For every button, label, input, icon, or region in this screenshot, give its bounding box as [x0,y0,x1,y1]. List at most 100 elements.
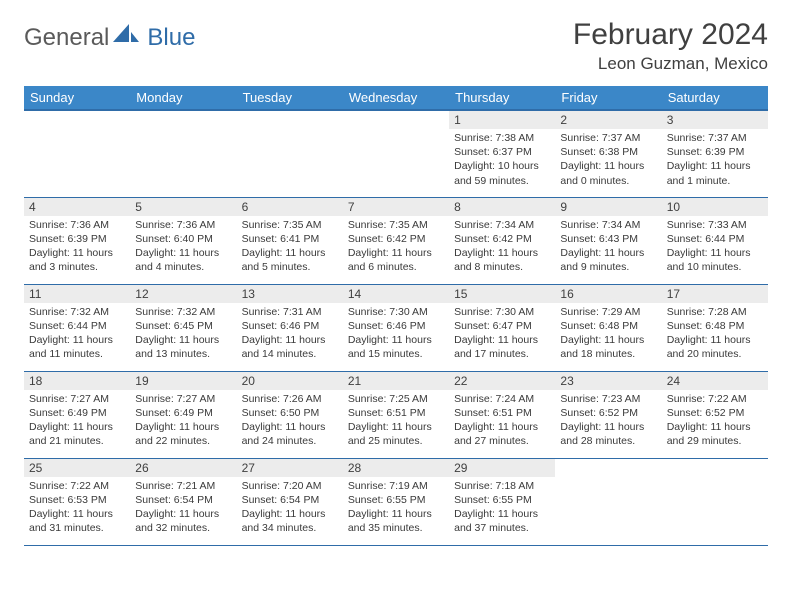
sunset-text: Sunset: 6:42 PM [454,232,550,246]
day-details: Sunrise: 7:36 AMSunset: 6:40 PMDaylight:… [130,216,236,279]
calendar-cell: 29Sunrise: 7:18 AMSunset: 6:55 PMDayligh… [449,458,555,545]
calendar-row: 11Sunrise: 7:32 AMSunset: 6:44 PMDayligh… [24,284,768,371]
daylight-text: Daylight: 11 hours and 25 minutes. [348,420,444,448]
day-details: Sunrise: 7:26 AMSunset: 6:50 PMDaylight:… [237,390,343,453]
day-number: 13 [237,285,343,303]
daylight-text: Daylight: 11 hours and 17 minutes. [454,333,550,361]
day-number: 3 [662,111,768,129]
daylight-text: Daylight: 11 hours and 10 minutes. [667,246,763,274]
sunset-text: Sunset: 6:37 PM [454,145,550,159]
day-number: 8 [449,198,555,216]
weekday-header-row: SundayMondayTuesdayWednesdayThursdayFrid… [24,86,768,110]
calendar-cell: 18Sunrise: 7:27 AMSunset: 6:49 PMDayligh… [24,371,130,458]
day-details: Sunrise: 7:27 AMSunset: 6:49 PMDaylight:… [130,390,236,453]
day-details: Sunrise: 7:37 AMSunset: 6:39 PMDaylight:… [662,129,768,192]
calendar-cell: 3Sunrise: 7:37 AMSunset: 6:39 PMDaylight… [662,110,768,197]
sunrise-text: Sunrise: 7:27 AM [29,392,125,406]
calendar-cell: . [130,110,236,197]
calendar-cell: 11Sunrise: 7:32 AMSunset: 6:44 PMDayligh… [24,284,130,371]
daylight-text: Daylight: 11 hours and 34 minutes. [242,507,338,535]
day-number: 4 [24,198,130,216]
daylight-text: Daylight: 10 hours and 59 minutes. [454,159,550,187]
sunrise-text: Sunrise: 7:35 AM [348,218,444,232]
day-number: 19 [130,372,236,390]
day-details: Sunrise: 7:34 AMSunset: 6:42 PMDaylight:… [449,216,555,279]
sunrise-text: Sunrise: 7:36 AM [29,218,125,232]
sunrise-text: Sunrise: 7:31 AM [242,305,338,319]
day-details: Sunrise: 7:28 AMSunset: 6:48 PMDaylight:… [662,303,768,366]
sunset-text: Sunset: 6:54 PM [135,493,231,507]
daylight-text: Daylight: 11 hours and 35 minutes. [348,507,444,535]
day-number: 29 [449,459,555,477]
sunrise-text: Sunrise: 7:35 AM [242,218,338,232]
calendar-cell: 20Sunrise: 7:26 AMSunset: 6:50 PMDayligh… [237,371,343,458]
calendar-cell: 7Sunrise: 7:35 AMSunset: 6:42 PMDaylight… [343,197,449,284]
daylight-text: Daylight: 11 hours and 22 minutes. [135,420,231,448]
page-title: February 2024 [573,18,768,52]
day-details: Sunrise: 7:29 AMSunset: 6:48 PMDaylight:… [555,303,661,366]
calendar-cell: 1 Sunrise: 7:38 AMSunset: 6:37 PMDaylight… [449,110,555,197]
day-number: 26 [130,459,236,477]
calendar-cell: 10Sunrise: 7:33 AMSunset: 6:44 PMDayligh… [662,197,768,284]
sunset-text: Sunset: 6:46 PM [242,319,338,333]
day-number: 1 [449,111,555,129]
daylight-text: Daylight: 11 hours and 14 minutes. [242,333,338,361]
day-number: 25 [24,459,130,477]
day-details: Sunrise: 7:27 AMSunset: 6:49 PMDaylight:… [24,390,130,453]
day-details: Sunrise: 7:19 AMSunset: 6:55 PMDaylight:… [343,477,449,540]
day-number: 11 [24,285,130,303]
title-block: February 2024 Leon Guzman, Mexico [573,18,768,74]
weekday-header: Tuesday [237,86,343,110]
sunset-text: Sunset: 6:48 PM [667,319,763,333]
daylight-text: Daylight: 11 hours and 6 minutes. [348,246,444,274]
day-number: 2 [555,111,661,129]
day-details: Sunrise: 7:37 AMSunset: 6:38 PMDaylight:… [555,129,661,192]
calendar-row: 18Sunrise: 7:27 AMSunset: 6:49 PMDayligh… [24,371,768,458]
calendar-cell: 9Sunrise: 7:34 AMSunset: 6:43 PMDaylight… [555,197,661,284]
sunset-text: Sunset: 6:47 PM [454,319,550,333]
sunrise-text: Sunrise: 7:30 AM [348,305,444,319]
sunrise-text: Sunrise: 7:27 AM [135,392,231,406]
day-details: Sunrise: 7:21 AMSunset: 6:54 PMDaylight:… [130,477,236,540]
sunset-text: Sunset: 6:51 PM [454,406,550,420]
day-number: 15 [449,285,555,303]
calendar-body: ....1Sunrise: 7:38 AMSunset: 6:37 PMDayl… [24,110,768,545]
calendar-cell: 17Sunrise: 7:28 AMSunset: 6:48 PMDayligh… [662,284,768,371]
daylight-text: Daylight: 11 hours and 4 minutes. [135,246,231,274]
daylight-text: Daylight: 11 hours and 28 minutes. [560,420,656,448]
sunset-text: Sunset: 6:44 PM [667,232,763,246]
daylight-text: Daylight: 11 hours and 3 minutes. [29,246,125,274]
location-label: Leon Guzman, Mexico [573,54,768,74]
calendar-cell: . [237,110,343,197]
header: General Blue February 2024 Leon Guzman, … [24,18,768,74]
sunrise-text: Sunrise: 7:32 AM [29,305,125,319]
day-number: 5 [130,198,236,216]
daylight-text: Daylight: 11 hours and 27 minutes. [454,420,550,448]
calendar-cell: 13Sunrise: 7:31 AMSunset: 6:46 PMDayligh… [237,284,343,371]
day-details: Sunrise: 7:31 AMSunset: 6:46 PMDaylight:… [237,303,343,366]
sunset-text: Sunset: 6:55 PM [348,493,444,507]
day-details: Sunrise: 7:30 AMSunset: 6:47 PMDaylight:… [449,303,555,366]
day-details: Sunrise: 7:24 AMSunset: 6:51 PMDaylight:… [449,390,555,453]
sunset-text: Sunset: 6:48 PM [560,319,656,333]
calendar-cell: . [343,110,449,197]
sunrise-text: Sunrise: 7:38 AM [454,131,550,145]
sunset-text: Sunset: 6:51 PM [348,406,444,420]
calendar-cell: 2Sunrise: 7:37 AMSunset: 6:38 PMDaylight… [555,110,661,197]
sunrise-text: Sunrise: 7:37 AM [667,131,763,145]
sunrise-text: Sunrise: 7:29 AM [560,305,656,319]
calendar-cell: 28Sunrise: 7:19 AMSunset: 6:55 PMDayligh… [343,458,449,545]
day-details: Sunrise: 7:33 AMSunset: 6:44 PMDaylight:… [662,216,768,279]
calendar-cell: 16Sunrise: 7:29 AMSunset: 6:48 PMDayligh… [555,284,661,371]
daylight-text: Daylight: 11 hours and 11 minutes. [29,333,125,361]
weekday-header: Sunday [24,86,130,110]
sunset-text: Sunset: 6:39 PM [667,145,763,159]
calendar-cell: 6Sunrise: 7:35 AMSunset: 6:41 PMDaylight… [237,197,343,284]
calendar-cell: 14Sunrise: 7:30 AMSunset: 6:46 PMDayligh… [343,284,449,371]
calendar-table: SundayMondayTuesdayWednesdayThursdayFrid… [24,86,768,546]
sunrise-text: Sunrise: 7:19 AM [348,479,444,493]
sunrise-text: Sunrise: 7:33 AM [667,218,763,232]
logo-sail-icon [113,22,139,49]
calendar-row: 4Sunrise: 7:36 AMSunset: 6:39 PMDaylight… [24,197,768,284]
sunrise-text: Sunrise: 7:22 AM [29,479,125,493]
